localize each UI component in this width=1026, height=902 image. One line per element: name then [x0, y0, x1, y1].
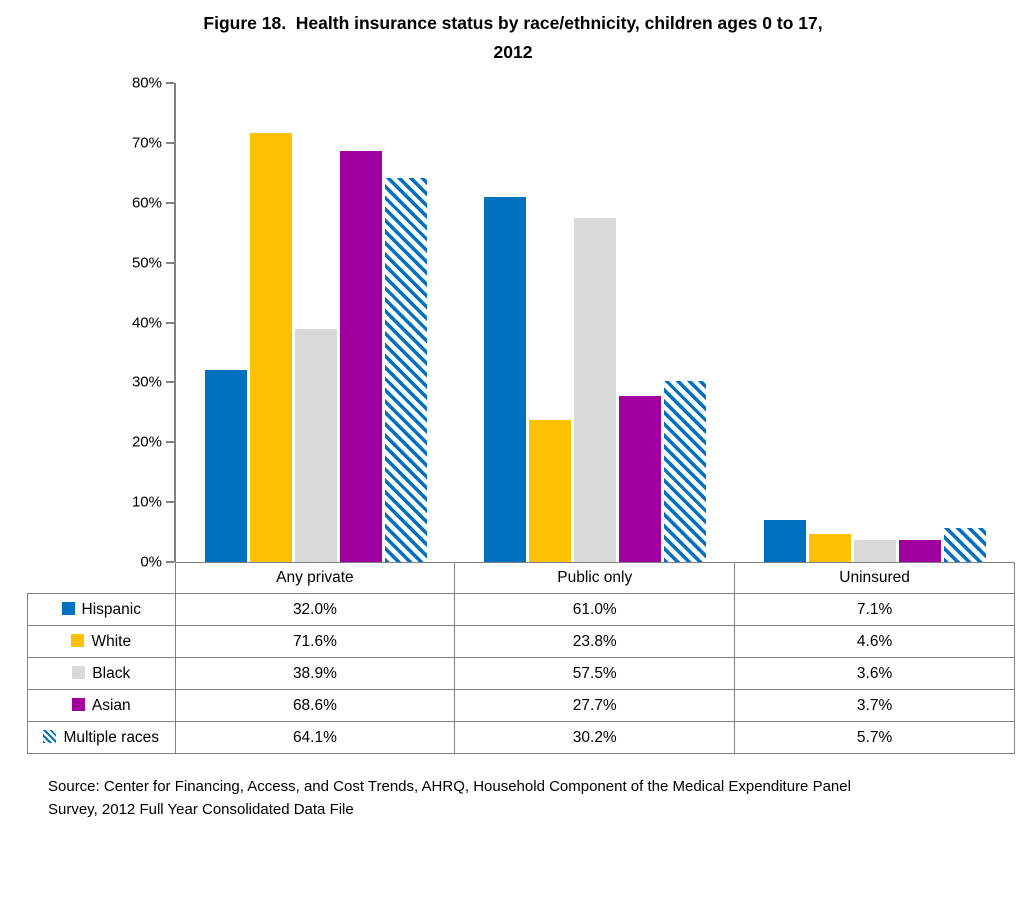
value-asian-any-private: 68.6% [174, 689, 456, 722]
y-axis-label-10: 10% [131, 493, 162, 511]
value-black-uninsured: 3.6% [734, 657, 1015, 690]
y-axis-label-20: 20% [131, 433, 162, 451]
column-header-uninsured: Uninsured [734, 562, 1015, 594]
y-axis-label-0: 0% [140, 553, 162, 571]
value-asian-public-only: 27.7% [454, 689, 736, 722]
value-hispanic-public-only: 61.0% [454, 593, 736, 626]
table-row-multiple-races: Multiple races 64.1% 30.2% 5.7% [27, 721, 1015, 754]
y-axis-label-70: 70% [131, 134, 162, 152]
y-axis-label-40: 40% [131, 314, 162, 331]
legend-label-black: Black [92, 664, 131, 682]
legend-cell-asian: Asian [27, 689, 176, 722]
bar-hispanic-any-private [204, 370, 247, 562]
bar-black-public-only [574, 217, 617, 562]
bar-multiple-races-uninsured [944, 527, 987, 562]
figure-title-line2: 2012 [493, 42, 533, 62]
legend-swatch-multiple-races [43, 729, 57, 743]
source-note-line1: Source: Center for Financing, Access, an… [48, 778, 851, 795]
value-white-public-only: 23.8% [454, 625, 736, 658]
table-row-hispanic: Hispanic 32.0% 61.0% 7.1% [27, 593, 1015, 626]
legend-label-asian: Asian [91, 696, 131, 714]
bar-hispanic-uninsured [764, 519, 807, 562]
bar-black-any-private [294, 329, 337, 562]
legend-label-hispanic: Hispanic [81, 600, 141, 618]
table-corner-cell [28, 563, 176, 594]
value-asian-uninsured: 3.7% [734, 689, 1015, 722]
y-axis-tick-50 [166, 261, 174, 264]
source-note: Source: Center for Financing, Access, an… [48, 776, 988, 821]
bar-black-uninsured [854, 540, 897, 562]
bar-white-any-private [249, 133, 292, 562]
bar-group-uninsured [735, 83, 1015, 562]
table-row-black: Black 38.9% 57.5% 3.6% [27, 657, 1015, 690]
bar-hispanic-public-only [484, 196, 527, 562]
y-axis-label-30: 30% [131, 373, 162, 391]
y-axis-label-50: 50% [131, 254, 162, 272]
legend-label-multiple-races: Multiple races [63, 728, 160, 746]
bar-multiple-races-any-private [384, 178, 427, 562]
y-axis-tick-70 [166, 141, 174, 144]
legend-cell-black: Black [27, 657, 176, 690]
value-black-any-private: 38.9% [174, 657, 456, 690]
plot-area [174, 83, 1015, 562]
value-hispanic-any-private: 32.0% [174, 593, 456, 626]
legend-label-white: White [91, 632, 132, 650]
y-axis-tick-0 [166, 561, 174, 563]
legend-swatch-black [72, 665, 86, 679]
value-multiple-races-any-private: 64.1% [174, 721, 456, 754]
value-white-uninsured: 4.6% [734, 625, 1015, 658]
legend-cell-white: White [27, 625, 176, 658]
legend-swatch-hispanic [61, 601, 75, 615]
bar-white-public-only [529, 419, 572, 562]
table-row-asian: Asian 68.6% 27.7% 3.7% [27, 689, 1015, 722]
y-axis: 0% 10% 20% 30% 40% 50% 60% 70% 80% [27, 75, 174, 571]
value-multiple-races-uninsured: 5.7% [734, 721, 1015, 754]
table-header-row: Any private Public only Uninsured [28, 562, 1015, 594]
figure-title: Figure 18. Health insurance status by ra… [0, 9, 1026, 67]
data-table: Any private Public only Uninsured Hispanic 3… [27, 562, 1015, 754]
value-white-any-private: 71.6% [174, 625, 456, 658]
bar-white-uninsured [809, 534, 852, 562]
figure-title-line1: Figure 18. Health insurance status by ra… [203, 13, 823, 33]
table-row-white: White 71.6% 23.8% 4.6% [27, 625, 1015, 658]
chart-area: 0% 10% 20% 30% 40% 50% 60% 70% 80% [27, 75, 1015, 571]
y-axis-tick-30 [166, 381, 174, 384]
legend-cell-multiple-races: Multiple races [27, 721, 176, 754]
bar-group-any-private [176, 83, 456, 562]
bar-asian-any-private [339, 151, 382, 562]
column-header-public-only: Public only [454, 562, 736, 594]
y-axis-tick-20 [166, 441, 174, 444]
legend-swatch-asian [71, 697, 85, 711]
bar-group-public-only [456, 83, 736, 562]
bar-asian-uninsured [899, 539, 942, 562]
y-axis-tick-80 [166, 82, 174, 84]
bar-asian-public-only [619, 396, 662, 562]
y-axis-label-60: 60% [131, 194, 162, 212]
y-axis-label-80: 80% [131, 74, 162, 92]
bar-multiple-races-public-only [664, 381, 707, 562]
y-axis-tick-60 [166, 201, 174, 204]
legend-cell-hispanic: Hispanic [27, 593, 176, 626]
value-hispanic-uninsured: 7.1% [734, 593, 1015, 626]
column-header-any-private: Any private [174, 562, 456, 594]
source-note-line2: Survey, 2012 Full Year Consolidated Data… [48, 800, 354, 818]
y-axis-tick-40 [166, 321, 174, 324]
legend-swatch-white [71, 633, 85, 647]
value-black-public-only: 57.5% [454, 657, 736, 690]
value-multiple-races-public-only: 30.2% [454, 721, 736, 754]
y-axis-tick-10 [166, 501, 174, 504]
